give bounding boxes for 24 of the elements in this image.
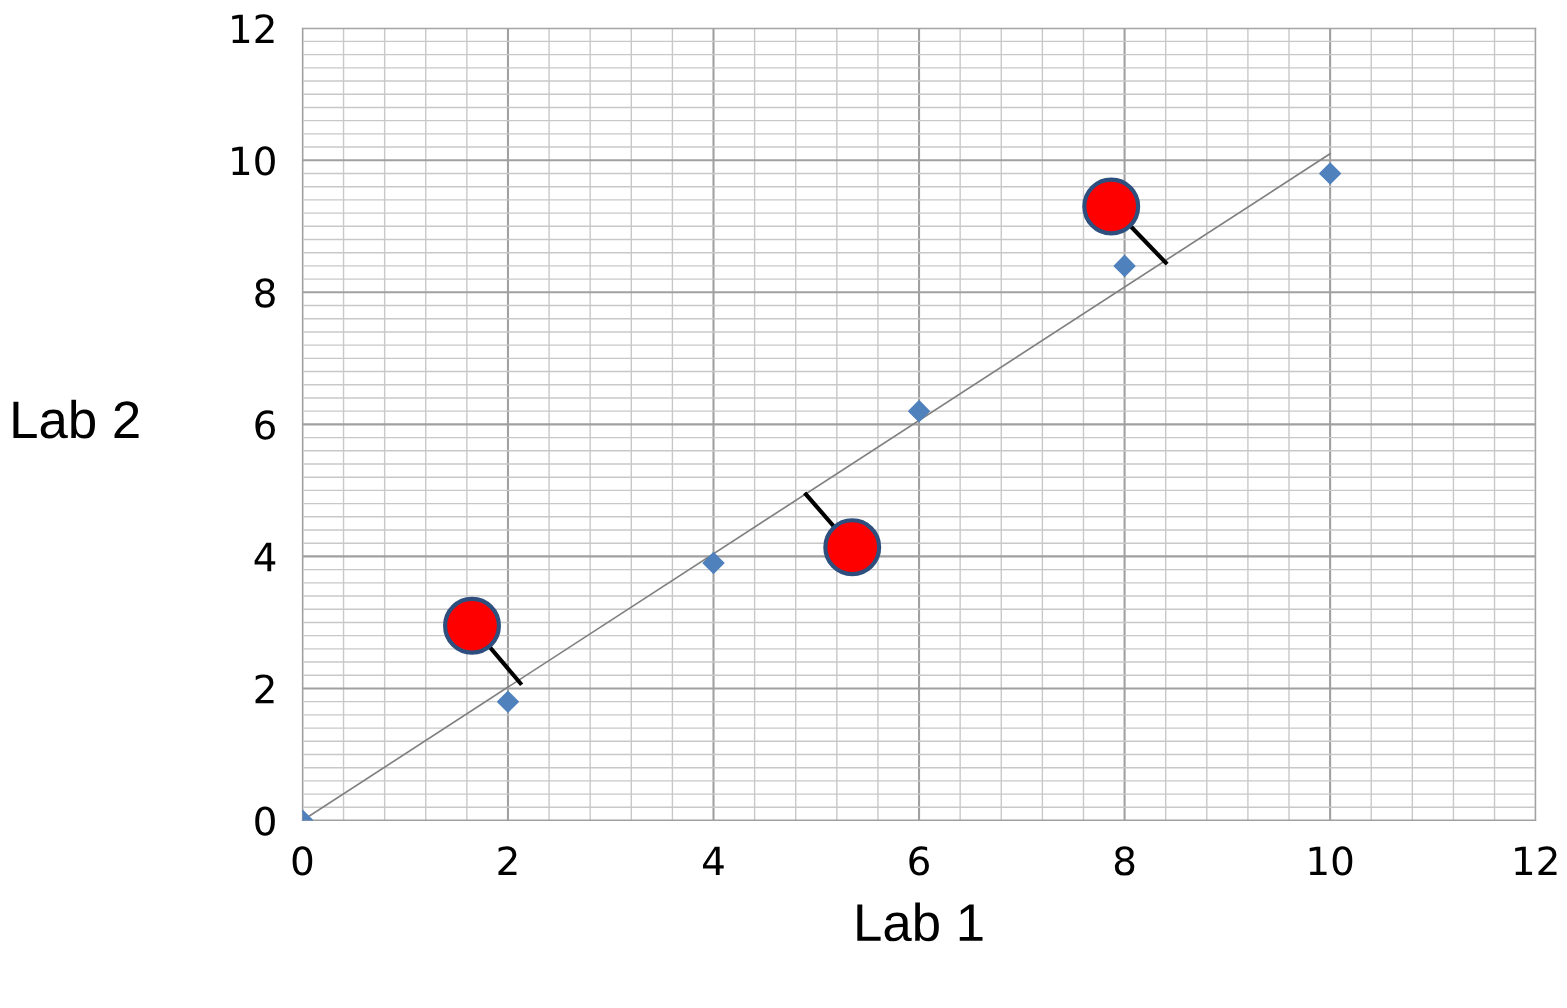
x-tick-label: 2: [498, 846, 517, 876]
point: [496, 690, 519, 713]
x-tick-label: 4: [703, 846, 724, 876]
y-tick-label: 2: [255, 674, 274, 704]
x-tick-label: 6: [909, 846, 929, 876]
y-tick-label: 4: [254, 542, 276, 572]
x-tick-label: 0: [292, 846, 313, 876]
x-tick-label: 8: [1114, 846, 1135, 876]
point: [1082, 177, 1141, 236]
point: [823, 518, 882, 577]
x-tick-label: 10: [1309, 846, 1353, 876]
y-tick-label: 10: [232, 146, 275, 176]
point: [443, 596, 501, 655]
y-tick-label: 0: [255, 806, 275, 836]
point: [702, 552, 725, 575]
x-tick-label: 12: [1515, 846, 1557, 876]
point: [908, 400, 931, 423]
y-axis-title: Lab 2: [13, 399, 139, 439]
y-tick-label: 12: [232, 14, 274, 43]
point: [1113, 254, 1136, 277]
y-tick-label: 6: [255, 410, 275, 440]
point: [1319, 162, 1342, 185]
y-tick-label: 8: [255, 278, 275, 308]
x-axis-title: Lab 1: [857, 902, 983, 942]
